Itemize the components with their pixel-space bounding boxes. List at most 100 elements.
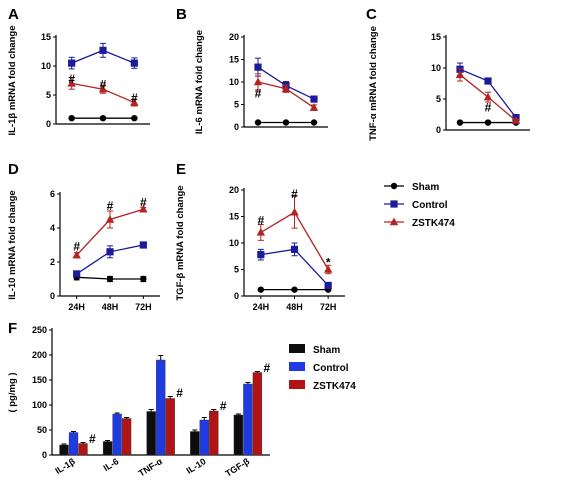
data-point bbox=[139, 204, 148, 213]
series-sham bbox=[456, 119, 520, 126]
legend-label: Sham bbox=[313, 345, 340, 356]
series-zstk474 bbox=[67, 77, 139, 107]
data-point bbox=[257, 251, 265, 259]
data-point bbox=[253, 77, 263, 86]
series-zstk474 bbox=[78, 371, 263, 456]
x-tick-label: 72H bbox=[320, 302, 337, 312]
data-point bbox=[130, 59, 138, 67]
bar bbox=[68, 432, 79, 456]
legend-swatch bbox=[289, 344, 305, 353]
series-control bbox=[254, 57, 318, 103]
data-point bbox=[511, 116, 521, 124]
x-tick-label: IL-6 bbox=[102, 456, 121, 473]
bar bbox=[252, 372, 263, 456]
significance-mark: # bbox=[220, 399, 227, 413]
series-sham bbox=[254, 119, 318, 126]
y-tick-label: 100 bbox=[32, 400, 47, 410]
bar bbox=[243, 383, 253, 456]
data-point bbox=[455, 70, 465, 79]
y-tick-label: 200 bbox=[32, 350, 47, 360]
data-point bbox=[290, 245, 299, 253]
bar bbox=[209, 410, 219, 456]
data-point bbox=[131, 115, 138, 122]
bar bbox=[78, 443, 88, 456]
y-tick-label: 0 bbox=[46, 119, 51, 129]
panel-label: C bbox=[366, 6, 377, 23]
y-tick-label: 15 bbox=[41, 32, 51, 42]
x-tick-label: IL-1β bbox=[53, 456, 77, 476]
data-point bbox=[282, 119, 290, 126]
y-tick-label: 0 bbox=[234, 291, 239, 301]
series-sham bbox=[59, 409, 244, 456]
legend-marker bbox=[390, 200, 398, 208]
legend-top: Sham Control ZSTK474 bbox=[384, 182, 455, 229]
data-point bbox=[139, 241, 147, 249]
legend-label: ZSTK474 bbox=[313, 381, 356, 392]
data-point bbox=[290, 207, 299, 216]
x-tick-label: 72H bbox=[135, 302, 152, 312]
y-tick-label: 5 bbox=[234, 265, 239, 275]
y-tick-label: 10 bbox=[431, 63, 441, 73]
series-control bbox=[68, 42, 138, 70]
panel-e: E 0 5 10 15 20 TGF-β mRNA fold change 24H 48H 72H… bbox=[175, 161, 345, 312]
data-point bbox=[456, 119, 464, 126]
y-axis-label: ( pg/mg ) bbox=[7, 372, 18, 412]
significance-mark: # bbox=[140, 196, 147, 210]
bar bbox=[233, 414, 244, 456]
data-point bbox=[310, 119, 318, 126]
data-point bbox=[310, 95, 318, 103]
y-tick-label: 0 bbox=[42, 450, 47, 460]
y-axis-label: TGF-β mRNA fold change bbox=[175, 185, 186, 300]
y-axis-label: IL-1β mRNA fold change bbox=[7, 26, 18, 136]
y-axis-label: IL-6 mRNA fold change bbox=[194, 30, 205, 134]
y-axis-label: TNF-α mRNA fold change bbox=[368, 26, 379, 141]
y-tick-label: 4 bbox=[50, 223, 55, 233]
series-sham bbox=[257, 286, 332, 293]
bar bbox=[112, 413, 122, 456]
series-sham bbox=[68, 115, 138, 122]
data-point bbox=[254, 119, 262, 126]
legend-label: Control bbox=[313, 363, 349, 374]
bar bbox=[165, 398, 175, 456]
bar bbox=[190, 431, 200, 456]
panel-b: B 0 5 10 15 20 IL-6 mRNA fold change # bbox=[176, 6, 328, 134]
y-tick-label: 2 bbox=[50, 257, 55, 267]
bar bbox=[59, 444, 69, 456]
data-point bbox=[257, 286, 265, 293]
panel-label: B bbox=[176, 6, 187, 23]
y-tick-label: 0 bbox=[50, 291, 55, 301]
y-tick-label: 150 bbox=[32, 375, 47, 385]
x-tick-label: TGF-β bbox=[223, 456, 251, 479]
series-zstk474 bbox=[72, 204, 148, 259]
data-point bbox=[484, 77, 492, 85]
legend-label: ZSTK474 bbox=[412, 218, 455, 229]
bar bbox=[102, 441, 113, 456]
data-point bbox=[106, 275, 114, 283]
series-control bbox=[68, 355, 253, 456]
x-tick-label: 48H bbox=[286, 302, 303, 312]
panel-label: F bbox=[8, 320, 17, 337]
legend-bottom: Sham Control ZSTK474 bbox=[289, 344, 356, 392]
panel-label: E bbox=[176, 161, 186, 178]
bar bbox=[146, 411, 156, 456]
significance-mark: # bbox=[255, 86, 262, 100]
significance-mark: # bbox=[291, 187, 298, 201]
legend-marker bbox=[390, 182, 398, 190]
data-point bbox=[73, 270, 81, 278]
panel-c: C 0 5 10 15 TNF-α mRNA fold change # bbox=[366, 6, 530, 141]
series-zstk474 bbox=[455, 68, 521, 124]
significance-mark: # bbox=[263, 361, 270, 375]
legend-marker bbox=[389, 217, 399, 226]
x-tick-label: IL-10 bbox=[185, 456, 208, 476]
significance-mark: # bbox=[68, 72, 75, 86]
panel-d: D 0 2 4 6 IL-10 mRNA fold change 24H 48H 72H # # # bbox=[7, 161, 160, 312]
x-tick-label: 24H bbox=[68, 302, 85, 312]
data-point bbox=[484, 119, 492, 126]
legend-label: Sham bbox=[412, 182, 439, 193]
series-control bbox=[257, 242, 332, 289]
legend-label: Control bbox=[412, 200, 448, 211]
panel-f: F 0 50 100 150 200 250 ( pg/mg ) IL-1β IL-6 TNF-α I… bbox=[7, 320, 270, 479]
data-point bbox=[140, 275, 147, 283]
y-tick-label: 20 bbox=[229, 32, 239, 42]
y-tick-label: 20 bbox=[229, 185, 239, 195]
